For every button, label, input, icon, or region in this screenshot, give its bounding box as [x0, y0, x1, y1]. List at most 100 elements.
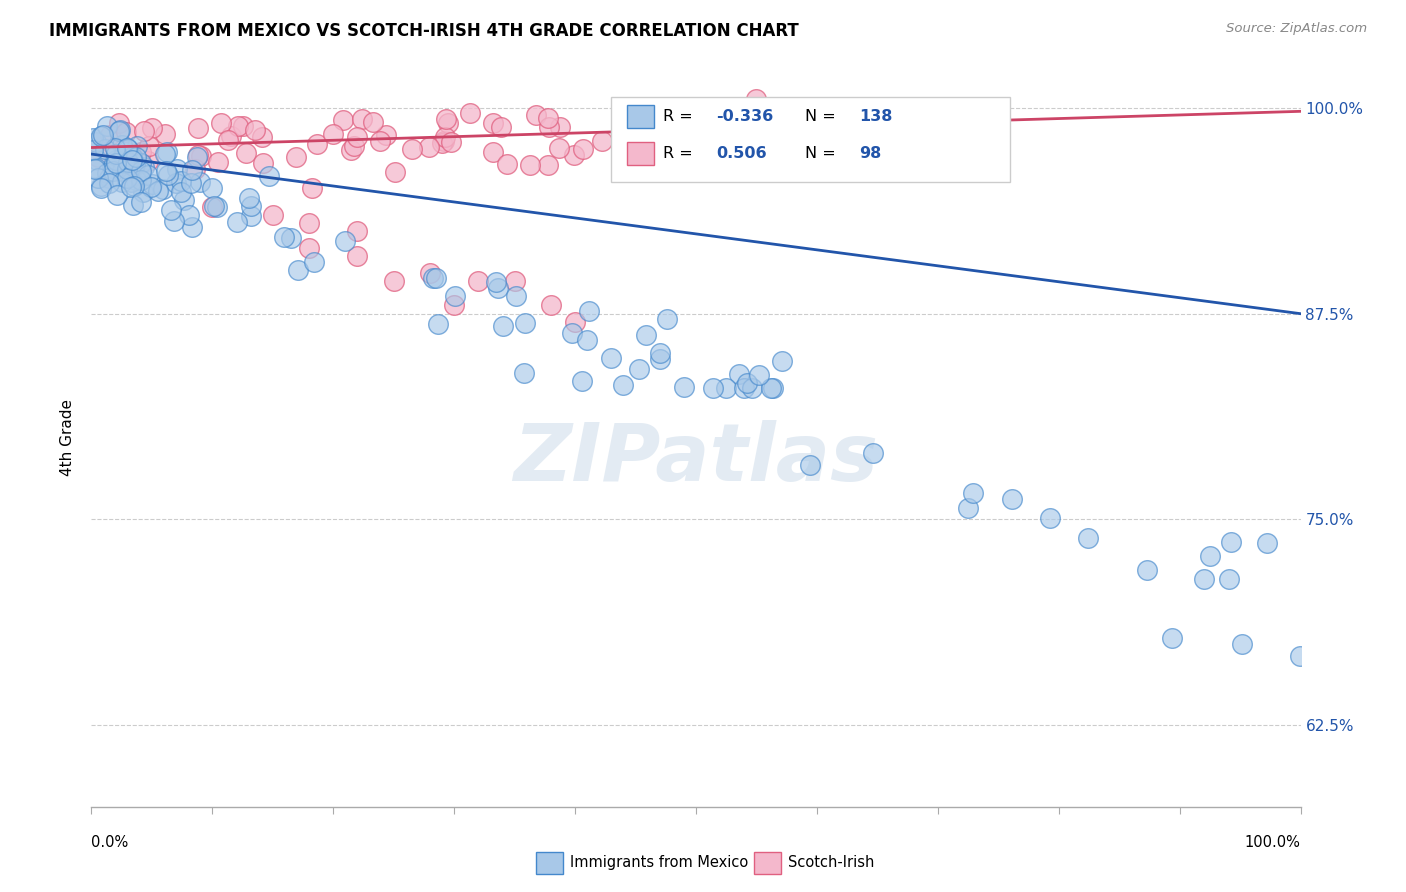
Point: [121, 175, 143, 189]
Point: [439, 135, 461, 149]
Point: [165, 176, 187, 190]
Point: [495, 156, 517, 170]
Text: 100.0%: 100.0%: [1244, 836, 1301, 850]
Point: [564, 315, 586, 329]
Point: [352, 112, 374, 127]
Point: [482, 145, 505, 159]
Point: [153, 146, 176, 161]
Point: [444, 289, 467, 303]
Point: [862, 446, 884, 460]
Point: [209, 116, 232, 130]
Point: [124, 157, 146, 171]
Point: [217, 133, 239, 147]
Point: [240, 209, 263, 223]
Point: [425, 271, 447, 285]
Point: [170, 174, 193, 188]
Point: [305, 136, 328, 151]
Point: [1219, 534, 1241, 549]
Point: [111, 137, 134, 152]
Point: [745, 134, 768, 148]
Point: [799, 458, 821, 472]
Point: [115, 141, 138, 155]
Point: [104, 156, 127, 170]
Point: [548, 141, 571, 155]
Point: [122, 160, 145, 174]
Point: [322, 128, 344, 142]
Point: [599, 351, 621, 365]
Point: [460, 106, 482, 120]
Point: [332, 113, 354, 128]
Point: [745, 141, 768, 155]
Point: [298, 241, 321, 255]
Text: Scotch-Irish: Scotch-Irish: [787, 855, 875, 871]
Point: [688, 152, 710, 166]
Point: [427, 317, 450, 331]
Point: [745, 112, 768, 127]
Point: [122, 179, 145, 194]
Point: [745, 112, 768, 127]
Point: [262, 208, 284, 222]
Point: [503, 274, 526, 288]
Point: [761, 381, 783, 395]
Point: [84, 162, 107, 177]
Point: [187, 148, 209, 162]
Point: [129, 156, 152, 170]
Point: [1289, 649, 1312, 664]
Point: [1160, 631, 1182, 645]
Point: [745, 128, 768, 143]
Point: [1218, 572, 1240, 586]
Point: [86, 161, 108, 175]
Point: [1194, 572, 1216, 586]
Point: [434, 129, 457, 144]
Text: R =: R =: [664, 146, 699, 161]
Point: [121, 198, 143, 212]
Point: [612, 377, 634, 392]
Point: [93, 128, 115, 142]
Point: [139, 180, 162, 194]
Point: [1230, 637, 1253, 651]
Point: [433, 134, 456, 148]
Point: [84, 136, 107, 150]
Point: [96, 166, 118, 180]
Point: [86, 153, 108, 167]
Text: Immigrants from Mexico: Immigrants from Mexico: [571, 855, 748, 871]
Point: [361, 115, 384, 129]
Point: [745, 130, 768, 145]
Point: [101, 163, 124, 178]
Text: 138: 138: [859, 109, 893, 124]
Point: [485, 275, 508, 289]
Point: [124, 150, 146, 164]
Point: [252, 130, 274, 145]
Point: [181, 219, 204, 234]
Point: [748, 368, 770, 382]
Point: [125, 173, 148, 187]
Point: [728, 367, 751, 381]
Point: [82, 144, 104, 158]
Point: [419, 266, 441, 280]
Point: [207, 154, 229, 169]
Point: [90, 129, 112, 144]
Point: [115, 170, 138, 185]
Point: [187, 120, 209, 135]
Point: [962, 486, 984, 500]
Point: [93, 143, 115, 157]
Point: [384, 165, 406, 179]
Point: [298, 216, 321, 230]
Point: [156, 169, 179, 183]
Point: [156, 145, 179, 160]
Point: [129, 195, 152, 210]
Point: [90, 179, 112, 194]
Point: [770, 353, 793, 368]
Point: [280, 231, 302, 245]
Point: [519, 158, 541, 172]
Point: [226, 119, 249, 133]
Point: [107, 187, 129, 202]
Point: [720, 127, 742, 141]
Point: [572, 142, 595, 156]
Point: [745, 92, 768, 106]
Point: [201, 181, 224, 195]
Point: [136, 168, 159, 182]
Point: [1199, 549, 1222, 564]
Point: [112, 148, 135, 162]
Point: [120, 163, 142, 178]
